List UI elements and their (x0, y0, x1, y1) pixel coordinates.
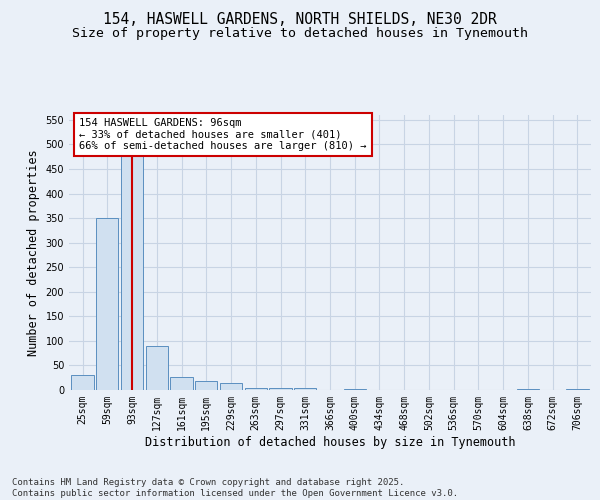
Bar (294, 388, 316, 390)
Bar (121, 144, 143, 390)
Bar (517, 388, 539, 390)
Text: 154, HASWELL GARDENS, NORTH SHIELDS, NE30 2DR: 154, HASWELL GARDENS, NORTH SHIELDS, NE3… (103, 12, 497, 28)
Bar (245, 388, 267, 390)
Bar (220, 382, 242, 390)
Bar (269, 388, 292, 390)
Bar (344, 389, 366, 390)
Bar (71, 376, 94, 390)
Text: 154 HASWELL GARDENS: 96sqm
← 33% of detached houses are smaller (401)
66% of sem: 154 HASWELL GARDENS: 96sqm ← 33% of deta… (79, 118, 367, 151)
Y-axis label: Number of detached properties: Number of detached properties (27, 149, 40, 356)
Bar (566, 389, 589, 390)
Text: Size of property relative to detached houses in Tynemouth: Size of property relative to detached ho… (72, 28, 528, 40)
Bar (170, 376, 193, 390)
Bar (195, 381, 217, 390)
Text: Contains HM Land Registry data © Crown copyright and database right 2025.
Contai: Contains HM Land Registry data © Crown c… (12, 478, 458, 498)
X-axis label: Distribution of detached houses by size in Tynemouth: Distribution of detached houses by size … (145, 436, 515, 448)
Bar (96, 218, 118, 390)
Bar (146, 346, 168, 390)
